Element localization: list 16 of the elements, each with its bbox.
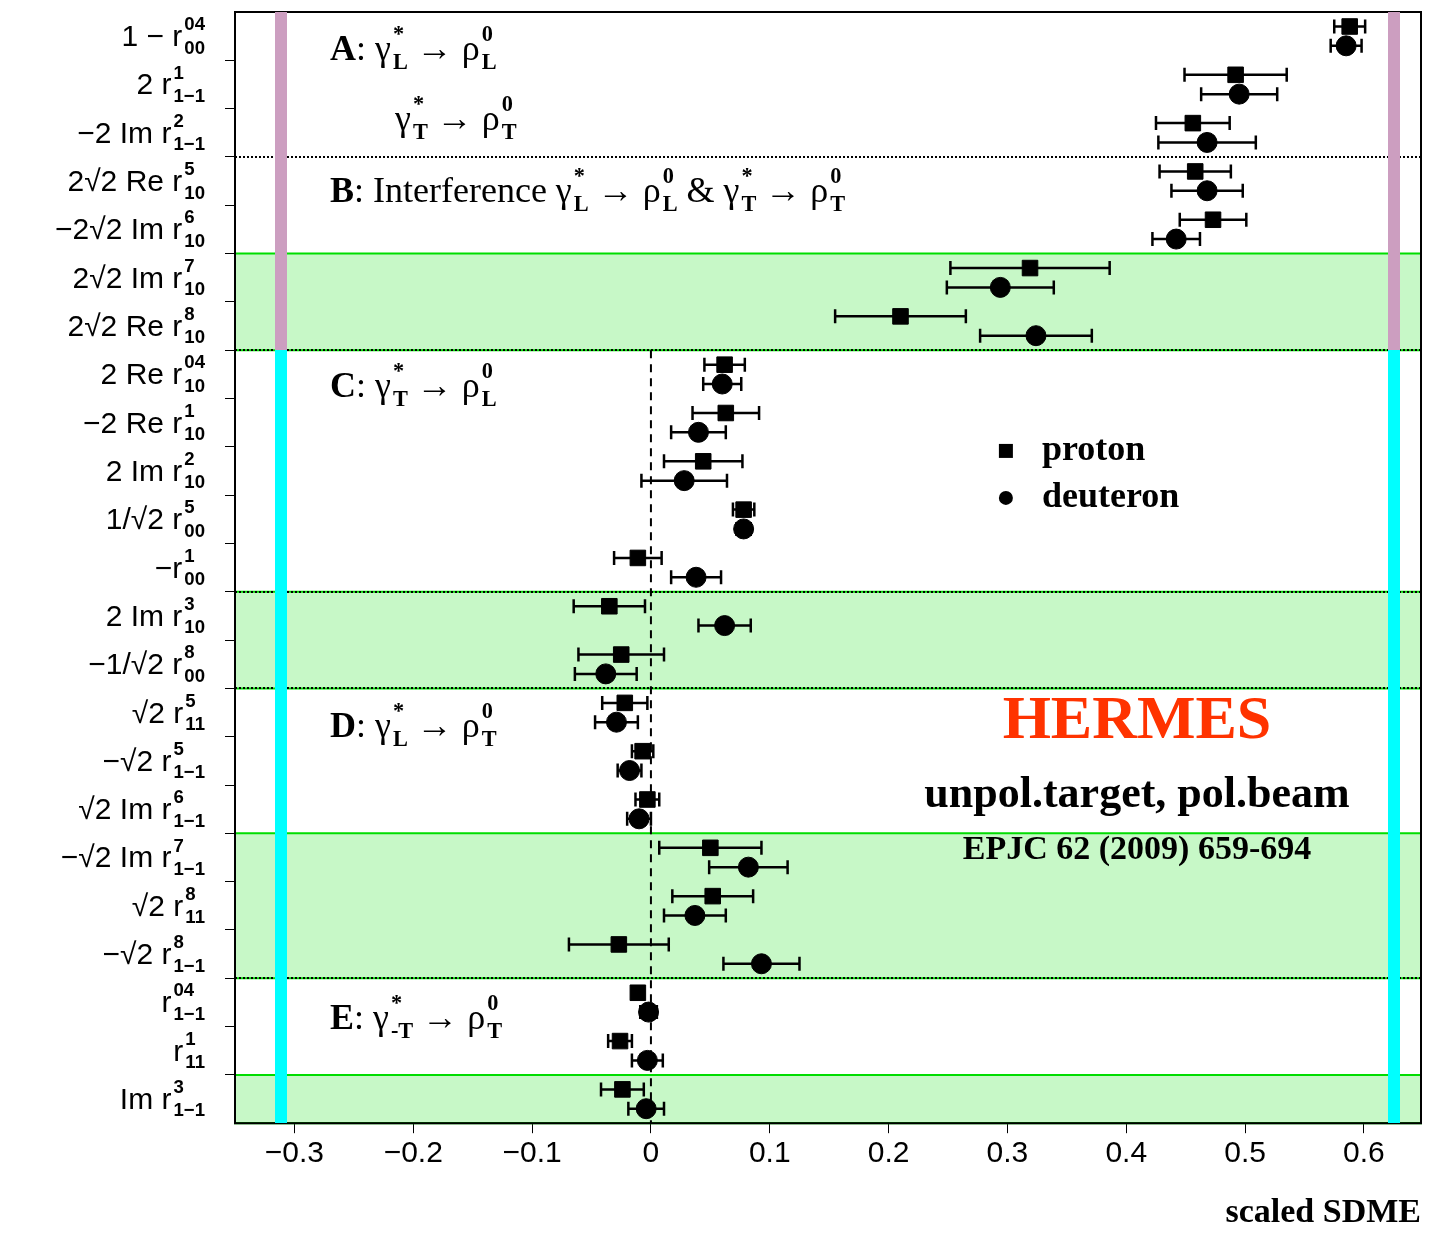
legend-label: proton: [1041, 428, 1146, 469]
x-tick-label: 0.3: [986, 1135, 1029, 1169]
x-tick-label: 0.5: [1224, 1135, 1266, 1169]
x-tick-label: 0.1: [748, 1135, 791, 1169]
annotation: HERMES: [1002, 681, 1272, 753]
x-tick-label: −0.3: [264, 1135, 325, 1169]
annotation: unpol.target, pol.beam: [924, 766, 1350, 818]
x-tick-label: −0.2: [383, 1135, 443, 1169]
x-tick-label: 0: [642, 1135, 660, 1169]
x-tick-label: 0.2: [867, 1135, 910, 1169]
annotation: EPJC 62 (2009) 659-694: [962, 829, 1312, 867]
x-tick-label: 0.6: [1343, 1135, 1385, 1169]
x-tick-label: 0.4: [1105, 1135, 1148, 1169]
x-tick-label: −0.1: [502, 1135, 562, 1169]
legend-label: deuteron: [1041, 475, 1180, 516]
x-axis-title: scaled SDME: [1225, 1192, 1421, 1230]
